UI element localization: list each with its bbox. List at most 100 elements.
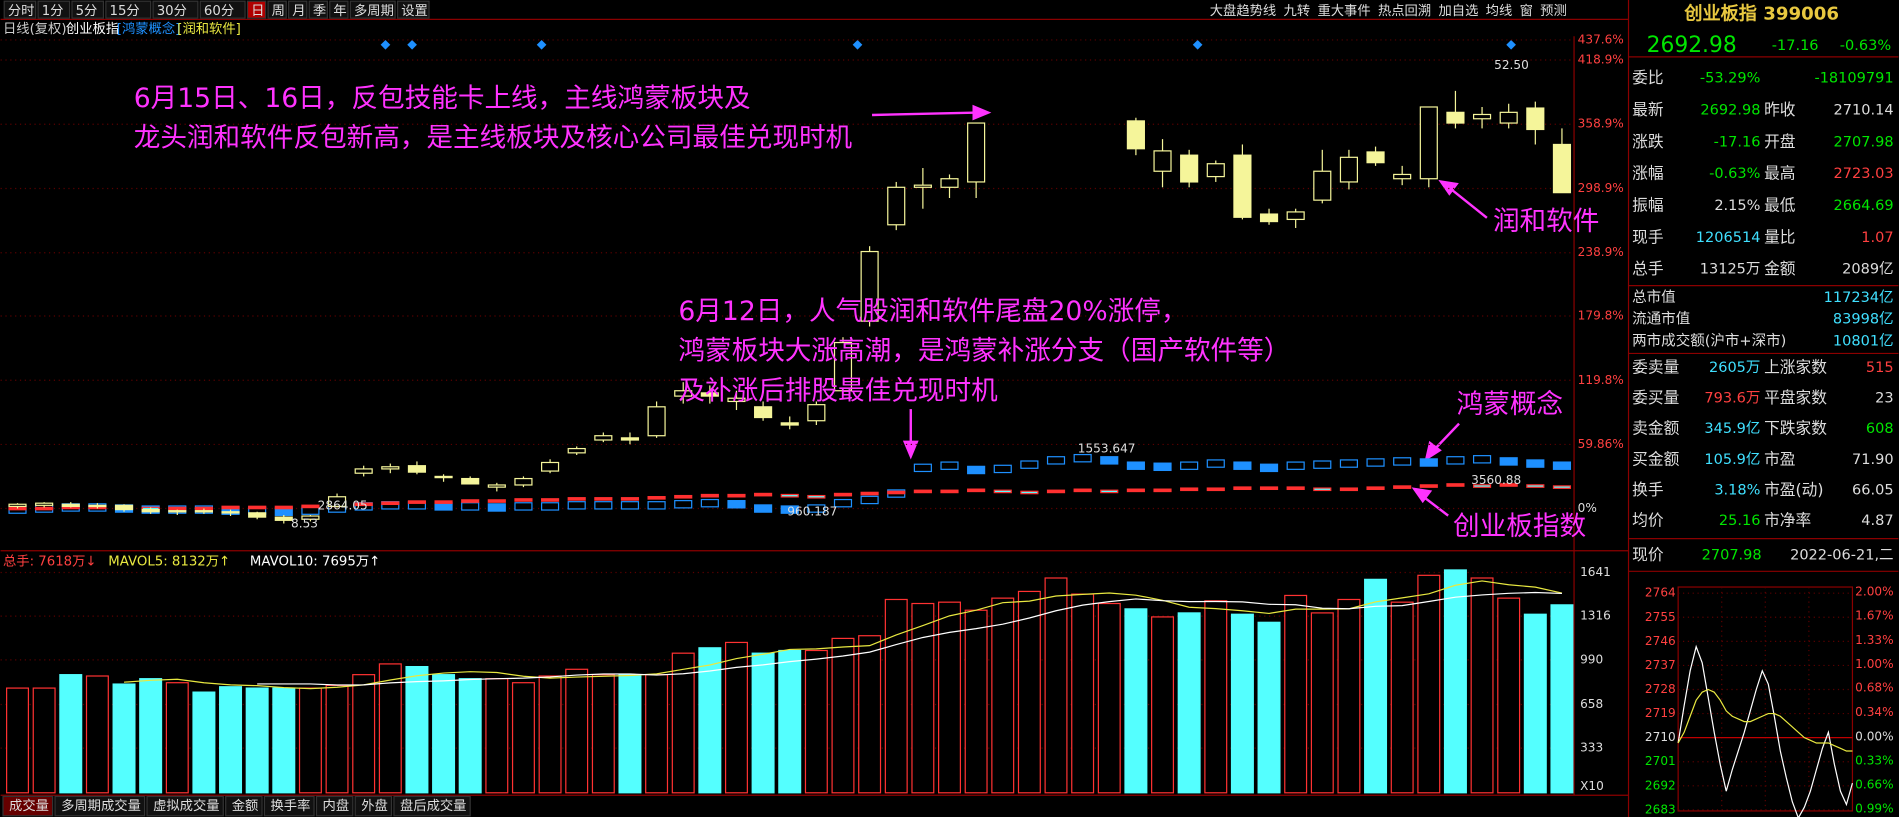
quote-value: 2089亿 [1842,261,1893,278]
annotation: 龙头润和软件反包新高，是主线板块及核心公司最佳兑现时机 [134,123,853,154]
tab[interactable]: 换手率 [270,797,310,814]
period-button[interactable]: 分时 [8,3,35,19]
volume-bar [1124,608,1148,794]
tab-bg[interactable] [393,795,471,817]
volume-bar [991,597,1015,794]
quote-label: 现价 [1632,545,1664,564]
overlay-mark [913,463,932,473]
overlay-name: [润和软件] [177,21,241,37]
period-button[interactable]: 30分 [157,3,187,19]
candle-body [168,510,187,513]
quote-label: 均价 [1632,511,1664,530]
tab[interactable]: 内盘 [323,797,350,814]
volume-bar [1310,612,1334,794]
overlay-mark [1419,484,1438,488]
tab-bg[interactable] [2,795,54,817]
quote-date: 2022-06-21,二 [1790,548,1894,564]
tool-button[interactable]: 热点回溯 [1378,3,1431,19]
period-button-bg[interactable] [199,0,246,19]
quote-value: 1206514 [1696,230,1761,246]
arrows [872,104,1488,517]
period-button[interactable]: 多周期 [354,2,394,19]
period-button-bg[interactable] [308,0,328,19]
tab-bg[interactable] [146,795,224,817]
tab[interactable]: 金额 [232,798,259,814]
overlay-mark [274,505,293,510]
tool-button[interactable]: 预测 [1540,3,1567,19]
period-button-bg[interactable] [288,0,308,19]
period-button-bg[interactable] [246,0,267,19]
y-tick-label: 990 [1580,652,1603,666]
period-button-bg[interactable] [37,0,71,19]
period-button-bg[interactable] [396,0,430,19]
tab-bg[interactable] [354,795,393,817]
overlay-mark [487,503,506,512]
period-button-bg[interactable] [3,0,37,19]
candle-body [1259,213,1279,223]
period-button[interactable]: 日 [251,4,264,19]
tab[interactable]: 外盘 [361,797,388,814]
period-button[interactable]: 周 [272,4,285,19]
period-button-bg[interactable] [329,0,349,19]
period-button-bg[interactable] [105,0,152,19]
period-button[interactable]: 年 [333,3,346,19]
overlay-mark [1180,487,1199,492]
period-button-bg[interactable] [152,0,199,19]
period-button-bg[interactable] [349,0,396,19]
overlay-mark [1153,462,1172,472]
volume-bar [1230,613,1254,794]
overlay-mark [727,493,746,498]
quote-label: 最高 [1764,164,1795,183]
tab[interactable]: 虚拟成交量 [153,797,219,814]
tool-button[interactable]: 窗 [1520,2,1533,19]
overlay-mark [674,494,693,499]
volume-bar [1044,577,1068,794]
quote-label: 买金额 [1632,449,1679,468]
overlay-mark [487,499,506,503]
candle-body [1446,111,1465,124]
y2-tick-label: 0.34% [1855,705,1893,719]
tool-button[interactable]: 九转 [1284,3,1311,19]
volume-bar [751,652,775,794]
quote-label: 市净率 [1764,511,1811,530]
tool-button[interactable]: 重大事件 [1317,3,1370,19]
period-button[interactable]: 季 [313,3,326,19]
tab[interactable]: 盘后成交量 [400,797,466,814]
volume-bar [165,682,189,794]
tab-bg[interactable] [54,795,146,817]
volume-bar [405,665,429,794]
period-button[interactable]: 60分 [204,3,234,19]
quote-title: 创业板指 399006 [1683,3,1839,25]
period-button[interactable]: 月 [292,4,305,19]
period-button[interactable]: 15分 [110,3,140,19]
overlay-mark [1180,461,1199,470]
period-button-bg[interactable] [267,0,287,19]
candle-body [1153,150,1172,172]
y-tick-label: 437.6% [1578,32,1624,46]
period-button[interactable]: 1分 [42,3,64,19]
tool-button[interactable]: 加自选 [1438,3,1478,19]
tab[interactable]: 成交量 [9,797,49,814]
period-button[interactable]: 5分 [76,3,98,19]
overlay-mark [1526,484,1545,488]
quote-label: 最新 [1632,100,1664,119]
intraday-line [1677,644,1854,817]
volume-legend: 总手: 7618万↓ [3,554,97,570]
overlay-mark [514,498,533,502]
volume-bar [85,675,109,794]
candle-body [487,484,506,488]
volume-bar [298,687,322,794]
overlay-mark [833,498,853,508]
overlay-mark [993,489,1012,494]
tab-bg[interactable] [263,795,315,817]
tab-bg[interactable] [225,795,263,817]
tool-button[interactable]: 大盘趋势线 [1210,2,1276,19]
tab[interactable]: 多周期成交量 [61,797,141,814]
volume-bar [112,683,136,794]
candle-body [8,503,27,508]
volume-bar [192,691,216,794]
tool-button[interactable]: 均线 [1486,3,1513,19]
period-button-bg[interactable] [71,0,105,19]
period-button[interactable]: 设置 [401,3,428,19]
tab-bg[interactable] [315,795,354,817]
